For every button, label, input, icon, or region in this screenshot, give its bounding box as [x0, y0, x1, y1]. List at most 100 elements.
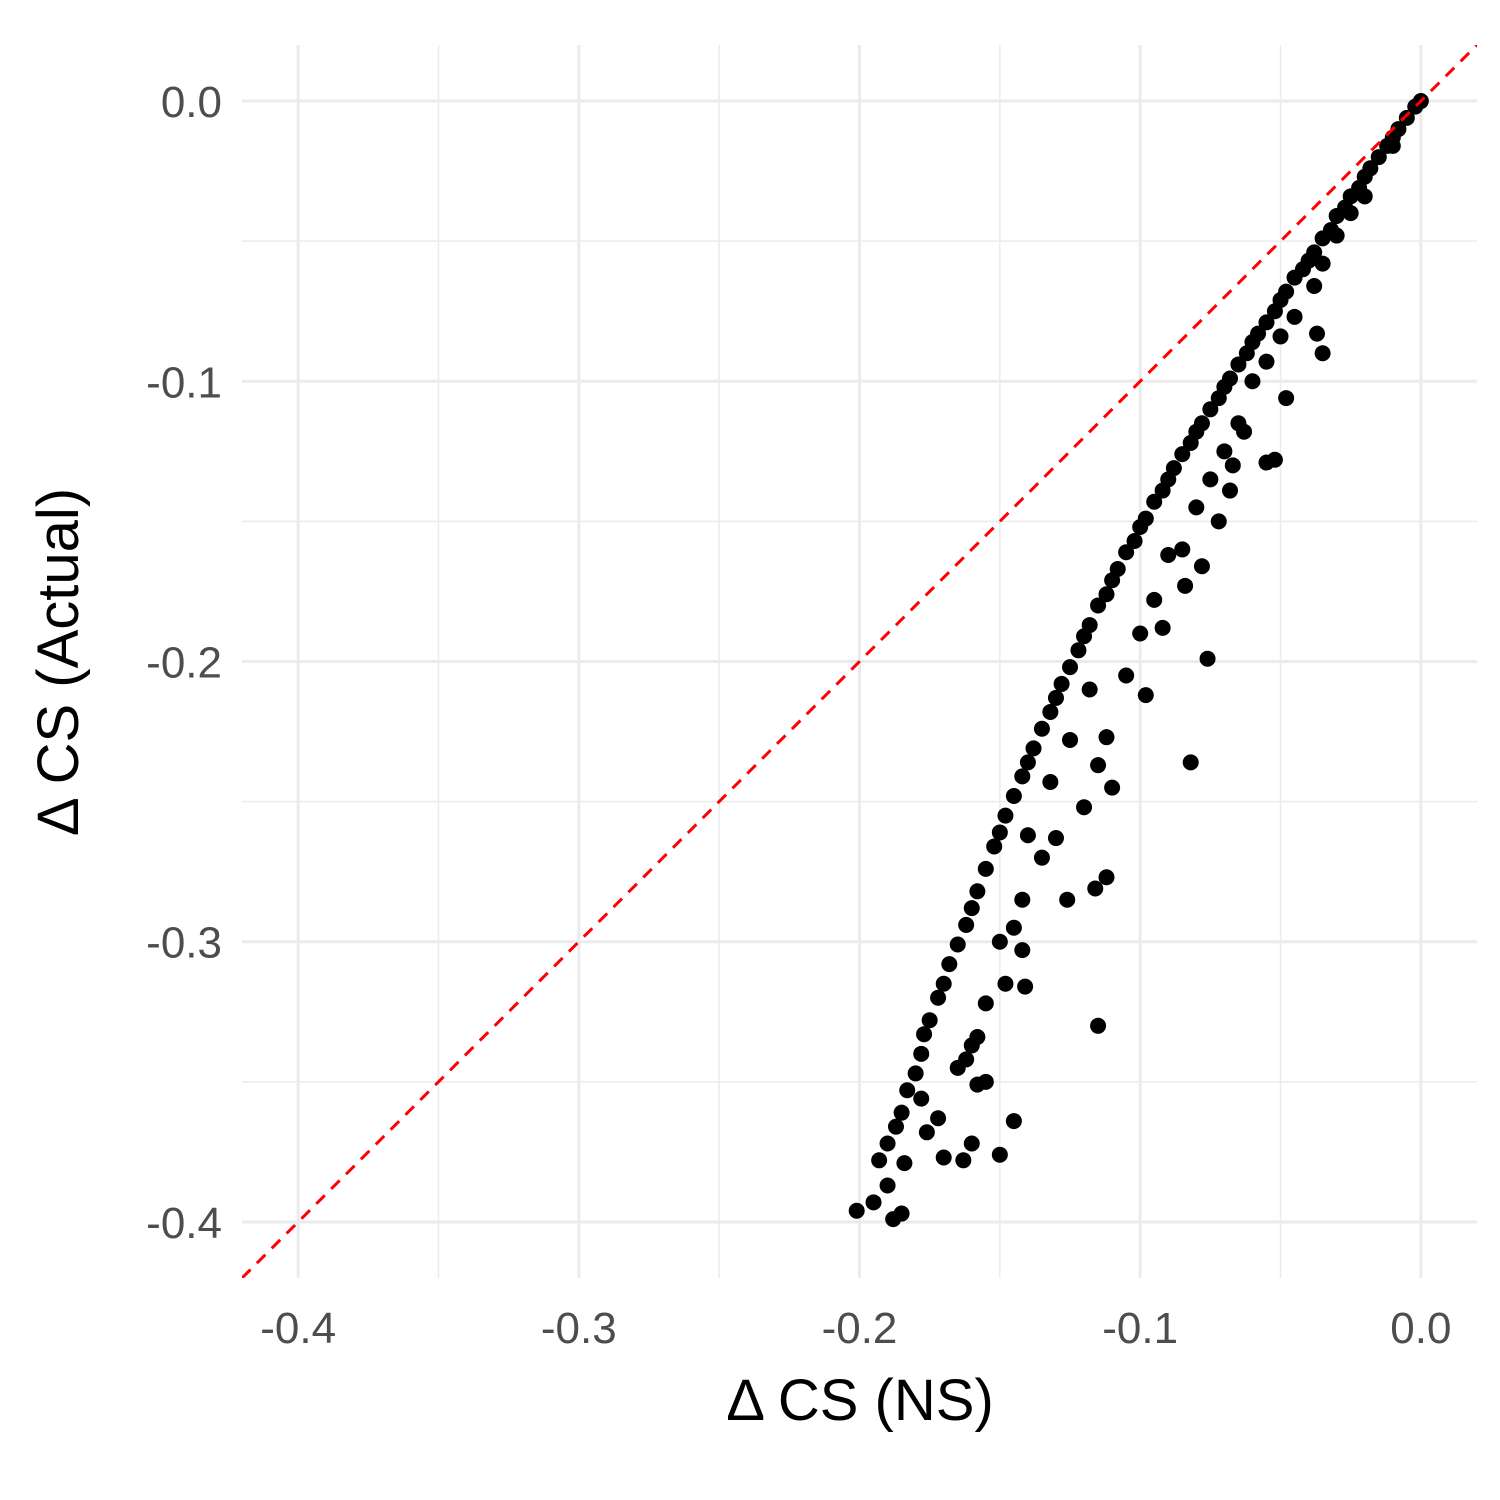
- point: [1286, 308, 1303, 325]
- point: [1098, 869, 1115, 886]
- point: [848, 1202, 865, 1219]
- point: [930, 1110, 947, 1127]
- point: [1042, 773, 1059, 790]
- point: [1224, 457, 1241, 474]
- point: [918, 1124, 935, 1141]
- x-axis-title: Δ CS (NS): [726, 1368, 994, 1433]
- point: [913, 1045, 930, 1062]
- point: [1076, 799, 1093, 816]
- point: [991, 1146, 1008, 1163]
- point: [1137, 687, 1154, 704]
- point: [1238, 345, 1255, 362]
- point: [1047, 689, 1064, 706]
- point: [1090, 757, 1107, 774]
- point: [1154, 619, 1171, 636]
- point: [899, 1082, 916, 1099]
- point: [1258, 353, 1275, 370]
- point: [1059, 891, 1076, 908]
- point: [1314, 345, 1331, 362]
- point: [1014, 768, 1031, 785]
- point: [1090, 1017, 1107, 1034]
- point: [879, 1177, 896, 1194]
- point: [1314, 255, 1331, 272]
- point: [1104, 572, 1121, 589]
- point: [977, 1073, 994, 1090]
- point: [1222, 482, 1238, 499]
- point: [1210, 390, 1227, 407]
- point: [1266, 303, 1283, 320]
- point: [1098, 729, 1115, 746]
- point: [907, 1065, 924, 1082]
- point: [986, 838, 1003, 855]
- point: [1398, 109, 1415, 126]
- point: [1053, 675, 1070, 692]
- point: [1042, 703, 1059, 720]
- point: [991, 824, 1008, 841]
- point: [893, 1104, 910, 1121]
- point: [997, 975, 1014, 992]
- point: [896, 1155, 913, 1172]
- y-tick-label: 0.0: [161, 78, 222, 127]
- point: [935, 975, 952, 992]
- point: [963, 1037, 980, 1054]
- point: [1154, 482, 1171, 499]
- point: [1202, 471, 1219, 488]
- point: [1174, 541, 1191, 558]
- y-tick-label: -0.1: [146, 358, 222, 407]
- point: [913, 1090, 930, 1107]
- point: [1146, 493, 1163, 510]
- point: [871, 1152, 888, 1169]
- point: [1098, 586, 1115, 603]
- point: [1188, 499, 1205, 516]
- point: [1342, 205, 1359, 222]
- point: [1047, 830, 1064, 847]
- y-tick-label: -0.3: [146, 919, 222, 968]
- point: [1230, 356, 1247, 373]
- point: [1076, 628, 1093, 645]
- point: [991, 933, 1008, 950]
- point: [1236, 423, 1253, 440]
- point: [1005, 788, 1022, 805]
- point: [1244, 373, 1261, 390]
- point: [1104, 779, 1121, 796]
- point: [949, 936, 966, 953]
- y-axis-title: Δ CS (Actual): [26, 488, 91, 836]
- point: [1356, 188, 1373, 205]
- point: [1146, 591, 1163, 608]
- point: [1258, 314, 1275, 331]
- point: [958, 916, 975, 933]
- point: [1174, 446, 1191, 463]
- point: [963, 900, 980, 917]
- point: [1087, 880, 1104, 897]
- point: [1370, 149, 1387, 166]
- point: [977, 860, 994, 877]
- point: [1309, 325, 1326, 342]
- point: [1286, 269, 1303, 286]
- point: [1160, 547, 1177, 564]
- point: [1033, 720, 1050, 737]
- point: [930, 989, 947, 1006]
- point: [1199, 650, 1216, 667]
- point: [1384, 137, 1401, 154]
- grid: [242, 45, 1477, 1278]
- point: [1328, 227, 1345, 244]
- point: [1019, 754, 1036, 771]
- point: [1278, 390, 1295, 407]
- x-tick-label: -0.2: [822, 1304, 898, 1353]
- point: [1070, 642, 1087, 659]
- point: [1014, 942, 1031, 959]
- x-tick-label: 0.0: [1390, 1304, 1451, 1353]
- point: [1090, 597, 1107, 614]
- point: [1062, 731, 1079, 748]
- point: [1306, 277, 1323, 294]
- y-tick-label: -0.2: [146, 639, 222, 688]
- y-tick-label: -0.4: [146, 1199, 222, 1248]
- point: [865, 1194, 882, 1211]
- point: [941, 956, 958, 973]
- marks: [848, 93, 1429, 1228]
- point: [1272, 328, 1289, 345]
- point: [1202, 401, 1219, 418]
- point: [1182, 434, 1199, 451]
